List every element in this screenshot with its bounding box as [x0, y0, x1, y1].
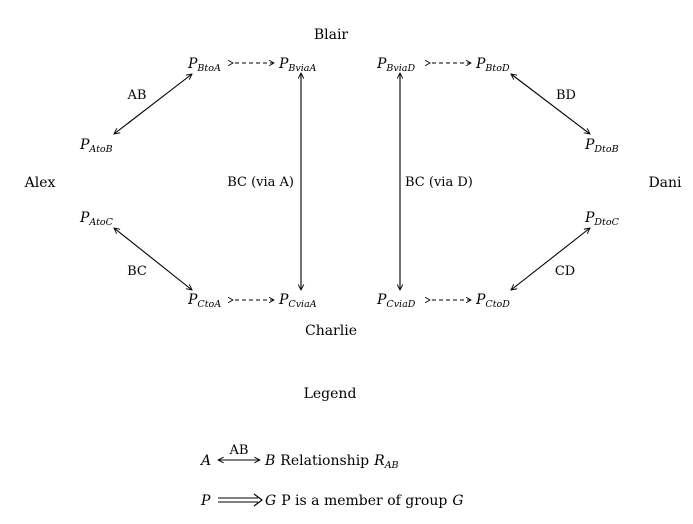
person-charlie: Charlie: [305, 323, 357, 339]
person-blair: Blair: [314, 27, 349, 43]
arrow-bc: [114, 228, 192, 290]
person-alex: Alex: [24, 175, 56, 191]
edge-label-cd: CD: [555, 264, 575, 279]
legend-member-left: P: [200, 493, 211, 509]
node-p-ctoa: PCtoA: [187, 292, 221, 310]
arrow-bd: [511, 74, 590, 134]
node-p-dtob: PDtoB: [584, 137, 619, 155]
node-p-atoc: PAtoC: [79, 210, 114, 228]
node-p-atob: PAtoB: [79, 137, 113, 155]
legend-double-arrow: [218, 493, 263, 507]
arrow-ab: [114, 74, 192, 134]
node-p-dtoc: PDtoC: [584, 210, 620, 228]
edge-label-bd: BD: [556, 88, 576, 103]
edge-label-ab: AB: [127, 88, 147, 103]
legend-rel-right: B Relationship RAB: [264, 453, 399, 471]
node-p-btod: PBtoD: [475, 56, 510, 74]
legend-title: Legend: [304, 386, 357, 402]
node-p-btoa: PBtoA: [187, 56, 221, 74]
arrow-cd: [511, 228, 590, 290]
legend-rel-left: A: [199, 453, 211, 469]
node-p-bviad: PBviaD: [376, 56, 415, 74]
edge-label-bc-via-d: BC (via D): [405, 175, 473, 190]
node-p-cviaa: PCviaA: [278, 292, 317, 310]
node-p-bviaa: PBviaA: [278, 56, 316, 74]
node-p-cviad: PCviaD: [376, 292, 416, 310]
node-p-ctod: PCtoD: [475, 292, 510, 310]
edge-label-bc: BC: [127, 264, 147, 279]
person-dani: Dani: [648, 175, 682, 191]
edge-label-bc-via-a: BC (via A): [227, 175, 294, 190]
legend-rel-arrow-label: AB: [229, 443, 249, 458]
